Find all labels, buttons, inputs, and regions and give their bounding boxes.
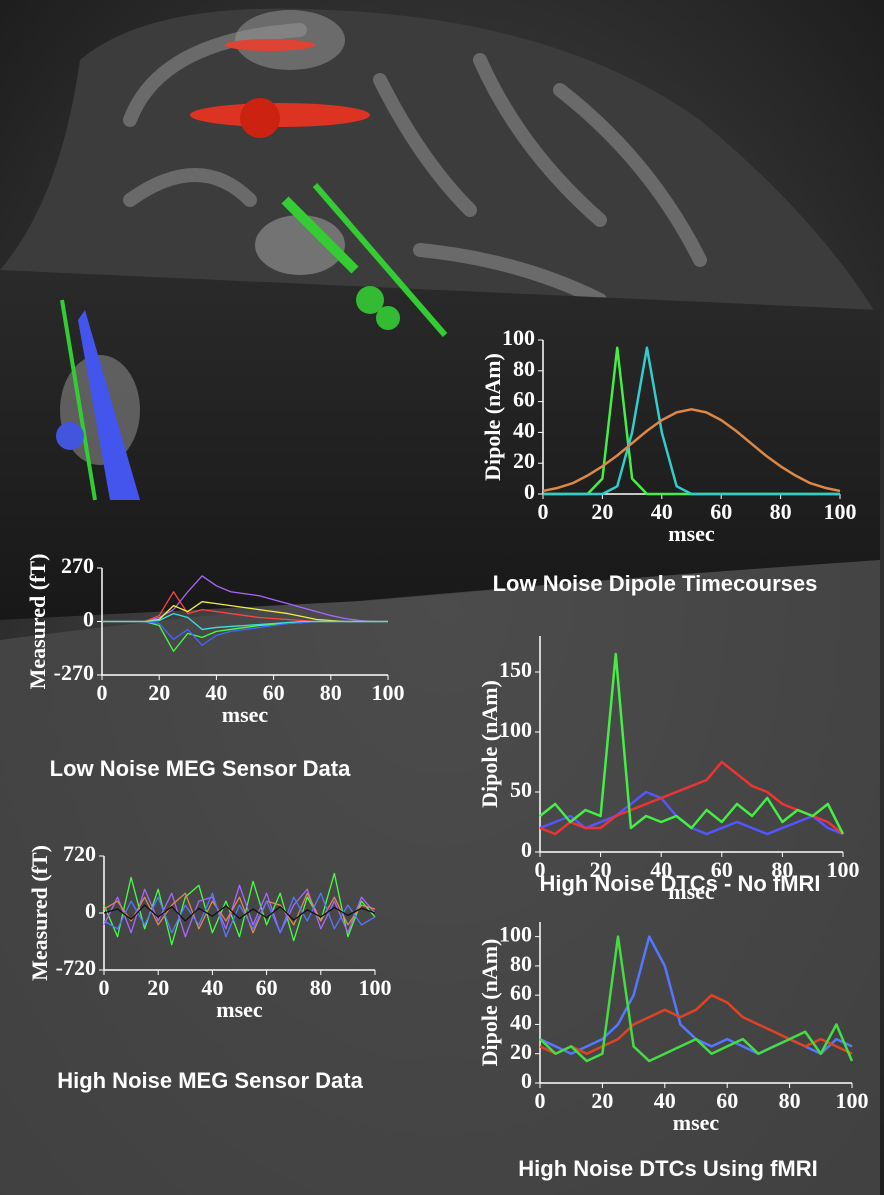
x-tick-label: 20 bbox=[148, 680, 170, 705]
series-line bbox=[539, 935, 854, 1063]
x-tick-label: 20 bbox=[590, 857, 612, 882]
x-tick-label: 60 bbox=[711, 857, 733, 882]
y-tick-label: -720 bbox=[56, 955, 96, 980]
x-axis-label: msec bbox=[673, 1110, 720, 1135]
x-tick-label: 100 bbox=[827, 857, 860, 882]
x-tick-label: 40 bbox=[201, 975, 223, 1000]
x-tick-label: 0 bbox=[535, 1088, 546, 1113]
series-line bbox=[539, 760, 844, 836]
x-tick-label: 20 bbox=[147, 975, 169, 1000]
x-tick-label: 0 bbox=[99, 975, 110, 1000]
y-tick-label: 0 bbox=[521, 1068, 532, 1093]
x-axis-label: msec bbox=[668, 879, 715, 904]
x-tick-label: 0 bbox=[97, 680, 108, 705]
y-axis-label: Dipole (nAm) bbox=[477, 680, 502, 808]
y-tick-label: 100 bbox=[499, 717, 532, 742]
x-tick-label: 20 bbox=[591, 1088, 613, 1113]
y-tick-label: 60 bbox=[510, 980, 532, 1005]
y-axis-label: Measured (fT) bbox=[27, 845, 52, 981]
x-tick-label: 80 bbox=[770, 499, 792, 524]
x-tick-label: 80 bbox=[320, 680, 342, 705]
series-line bbox=[542, 408, 841, 493]
x-tick-label: 0 bbox=[535, 857, 546, 882]
x-tick-label: 80 bbox=[310, 975, 332, 1000]
y-tick-label: 270 bbox=[61, 553, 94, 578]
y-tick-label: 80 bbox=[510, 951, 532, 976]
chart-title: Low Noise MEG Sensor Data bbox=[50, 756, 351, 781]
y-tick-label: 100 bbox=[502, 325, 535, 350]
x-tick-label: 60 bbox=[263, 680, 285, 705]
x-tick-label: 60 bbox=[256, 975, 278, 1000]
x-tick-label: 100 bbox=[359, 975, 392, 1000]
x-axis-label: msec bbox=[222, 702, 269, 727]
x-tick-label: 60 bbox=[710, 499, 732, 524]
x-axis-label: msec bbox=[668, 521, 715, 546]
y-tick-label: 50 bbox=[510, 777, 532, 802]
x-tick-label: 80 bbox=[779, 1088, 801, 1113]
series-line bbox=[543, 346, 840, 496]
lower-surface bbox=[0, 560, 880, 1195]
y-tick-label: 60 bbox=[513, 387, 535, 412]
y-axis-label: Dipole (nAm) bbox=[477, 939, 502, 1067]
x-tick-label: 100 bbox=[836, 1088, 869, 1113]
y-tick-label: 150 bbox=[499, 657, 532, 682]
y-tick-label: 20 bbox=[513, 448, 535, 473]
y-tick-label: 40 bbox=[513, 417, 535, 442]
y-tick-label: 0 bbox=[524, 479, 535, 504]
dipole-markers bbox=[56, 10, 448, 501]
x-tick-label: 40 bbox=[650, 857, 672, 882]
series-line bbox=[539, 993, 853, 1055]
y-axis-label: Dipole (nAm) bbox=[480, 353, 505, 481]
x-tick-label: 100 bbox=[824, 499, 857, 524]
axial-slice bbox=[0, 270, 880, 620]
x-axis-label: msec bbox=[216, 997, 263, 1022]
y-tick-label: 0 bbox=[521, 837, 532, 862]
y-axis-label: Measured (fT) bbox=[25, 554, 50, 690]
chart-title: High Noise MEG Sensor Data bbox=[57, 1068, 363, 1093]
chart-title: High Noise DTCs Using fMRI bbox=[518, 1156, 817, 1181]
x-tick-label: 40 bbox=[651, 499, 673, 524]
y-tick-label: 0 bbox=[83, 607, 94, 632]
x-tick-label: 100 bbox=[372, 680, 405, 705]
y-tick-label: 80 bbox=[513, 356, 535, 381]
chart-title: High Noise DTCs - No fMRI bbox=[539, 871, 820, 896]
y-tick-label: 20 bbox=[510, 1039, 532, 1064]
y-tick-label: 720 bbox=[63, 841, 96, 866]
x-tick-label: 40 bbox=[205, 680, 227, 705]
series-line bbox=[102, 612, 388, 631]
x-tick-label: 60 bbox=[716, 1088, 738, 1113]
series-line bbox=[103, 904, 376, 922]
y-tick-label: -270 bbox=[54, 660, 94, 685]
series-line bbox=[103, 892, 376, 934]
y-tick-label: 40 bbox=[510, 1010, 532, 1035]
series-line bbox=[539, 652, 845, 835]
x-tick-label: 40 bbox=[654, 1088, 676, 1113]
x-tick-label: 20 bbox=[591, 499, 613, 524]
y-tick-label: 100 bbox=[499, 922, 532, 947]
series-line bbox=[103, 892, 376, 938]
x-tick-label: 0 bbox=[538, 499, 549, 524]
chart-title: Low Noise Dipole Timecourses bbox=[493, 571, 818, 596]
x-tick-label: 80 bbox=[771, 857, 793, 882]
y-tick-label: 0 bbox=[85, 898, 96, 923]
